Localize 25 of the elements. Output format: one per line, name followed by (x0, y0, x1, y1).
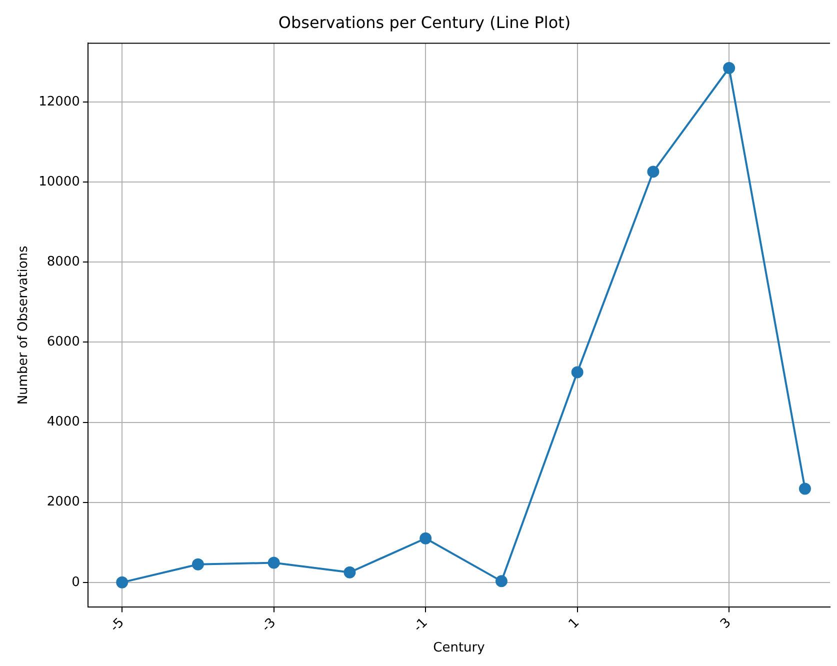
point (420, 532, 432, 544)
point (192, 558, 204, 570)
y-tick-label: 10000 (38, 174, 80, 190)
x-tick-label: 1 (566, 615, 583, 632)
point (495, 575, 508, 588)
point (647, 166, 660, 178)
y-axis-title: Number of Observations (16, 246, 32, 405)
y-tick-label: 8000 (46, 254, 80, 270)
point (571, 366, 584, 378)
x-axis-title: Century (433, 640, 486, 656)
x-tick-label: -1 (411, 615, 431, 636)
y-tick-label: 4000 (46, 414, 80, 430)
point (798, 482, 811, 495)
y-tick-label: 2000 (46, 494, 80, 510)
point (268, 556, 280, 569)
y-tick-label: 6000 (46, 334, 80, 350)
chart-title: Observations per Century (Line Plot) (278, 12, 571, 32)
point (723, 62, 736, 74)
x-tick-label: 3 (718, 615, 734, 632)
point (344, 566, 356, 578)
point (116, 576, 128, 588)
x-tick-label: -3 (259, 615, 280, 636)
x-tick-label: -5 (108, 615, 128, 636)
y-tick-label: 12000 (38, 94, 80, 110)
y-tick-label: 0 (72, 574, 80, 590)
